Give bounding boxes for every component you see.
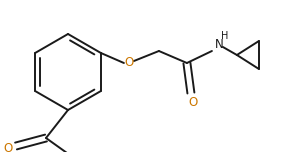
Text: O: O xyxy=(3,142,13,152)
Text: H: H xyxy=(221,31,229,41)
Text: O: O xyxy=(124,57,134,69)
Text: O: O xyxy=(188,95,198,109)
Text: N: N xyxy=(214,38,223,50)
